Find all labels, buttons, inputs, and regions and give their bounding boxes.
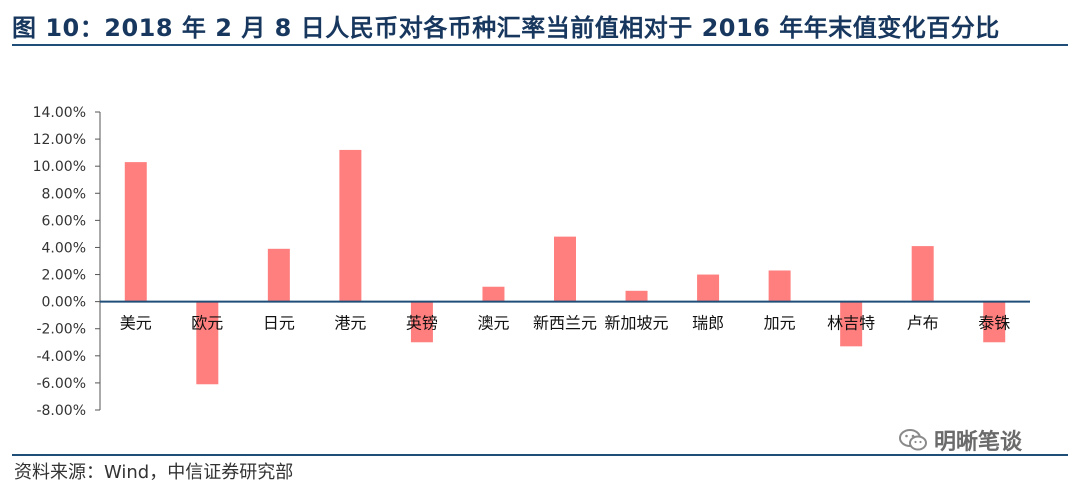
x-axis-labels: 美元 欧元 日元 港元 英镑 澳元 新西兰元 新加坡元 瑞郎 加元 林吉特 卢布 泰铢 (120, 314, 1010, 333)
y-tick-label: 4.00% (42, 240, 86, 256)
y-axis: -8.00% -6.00% -4.00% -2.00% 0.00% 2.00% 4.00% 6… (33, 105, 101, 419)
y-tick-label: 8.00% (42, 186, 86, 202)
bar (983, 301, 1006, 343)
x-category-label: 新西兰元 (533, 314, 597, 333)
y-tick-label: -8.00% (36, 403, 86, 419)
bar (768, 270, 791, 302)
x-category-label: 港元 (334, 314, 366, 333)
bar (482, 286, 505, 302)
chart-title: 图 10：2018 年 2 月 8 日人民币对各币种汇率当前值相对于 2016 … (12, 14, 1000, 42)
source-note: 资料来源：Wind，中信证券研究部 (14, 462, 294, 483)
bar (697, 274, 720, 302)
bar (554, 236, 576, 302)
y-tick-label: -6.00% (36, 376, 86, 392)
bar (124, 162, 147, 302)
bar (840, 301, 863, 347)
x-category-label: 欧元 (191, 314, 223, 333)
x-category-label: 澳元 (477, 314, 509, 333)
y-tick-label: 10.00% (33, 159, 86, 175)
y-tick-label: 2.00% (42, 268, 86, 284)
x-category-label: 日元 (263, 314, 295, 333)
bar (410, 301, 433, 343)
x-category-label: 加元 (764, 314, 796, 333)
x-category-label: 泰铢 (978, 314, 1010, 333)
y-tick-label: -2.00% (36, 322, 86, 338)
bar (196, 301, 219, 385)
bar (267, 248, 290, 302)
y-tick-label: 6.00% (42, 213, 86, 229)
y-tick-label: 14.00% (33, 105, 86, 121)
y-tick-label: -4.00% (36, 349, 86, 365)
watermark: 明晰笔谈 (898, 424, 1022, 456)
title-divider (12, 44, 1068, 46)
bars (124, 149, 1006, 385)
x-category-label: 卢布 (907, 314, 939, 333)
x-category-label: 美元 (120, 314, 152, 333)
y-tick-label: 12.00% (33, 132, 86, 148)
bar (339, 149, 362, 302)
bar (625, 290, 648, 302)
footer-divider (12, 454, 1068, 456)
x-category-label: 英镑 (406, 314, 438, 333)
y-tick-label: 0.00% (42, 295, 86, 311)
x-category-label: 瑞郎 (692, 314, 724, 333)
bar (911, 246, 934, 302)
wechat-icon (899, 429, 927, 451)
x-category-label: 新加坡元 (605, 314, 669, 333)
x-category-label: 林吉特 (827, 314, 875, 333)
watermark-text: 明晰笔谈 (934, 430, 1023, 455)
